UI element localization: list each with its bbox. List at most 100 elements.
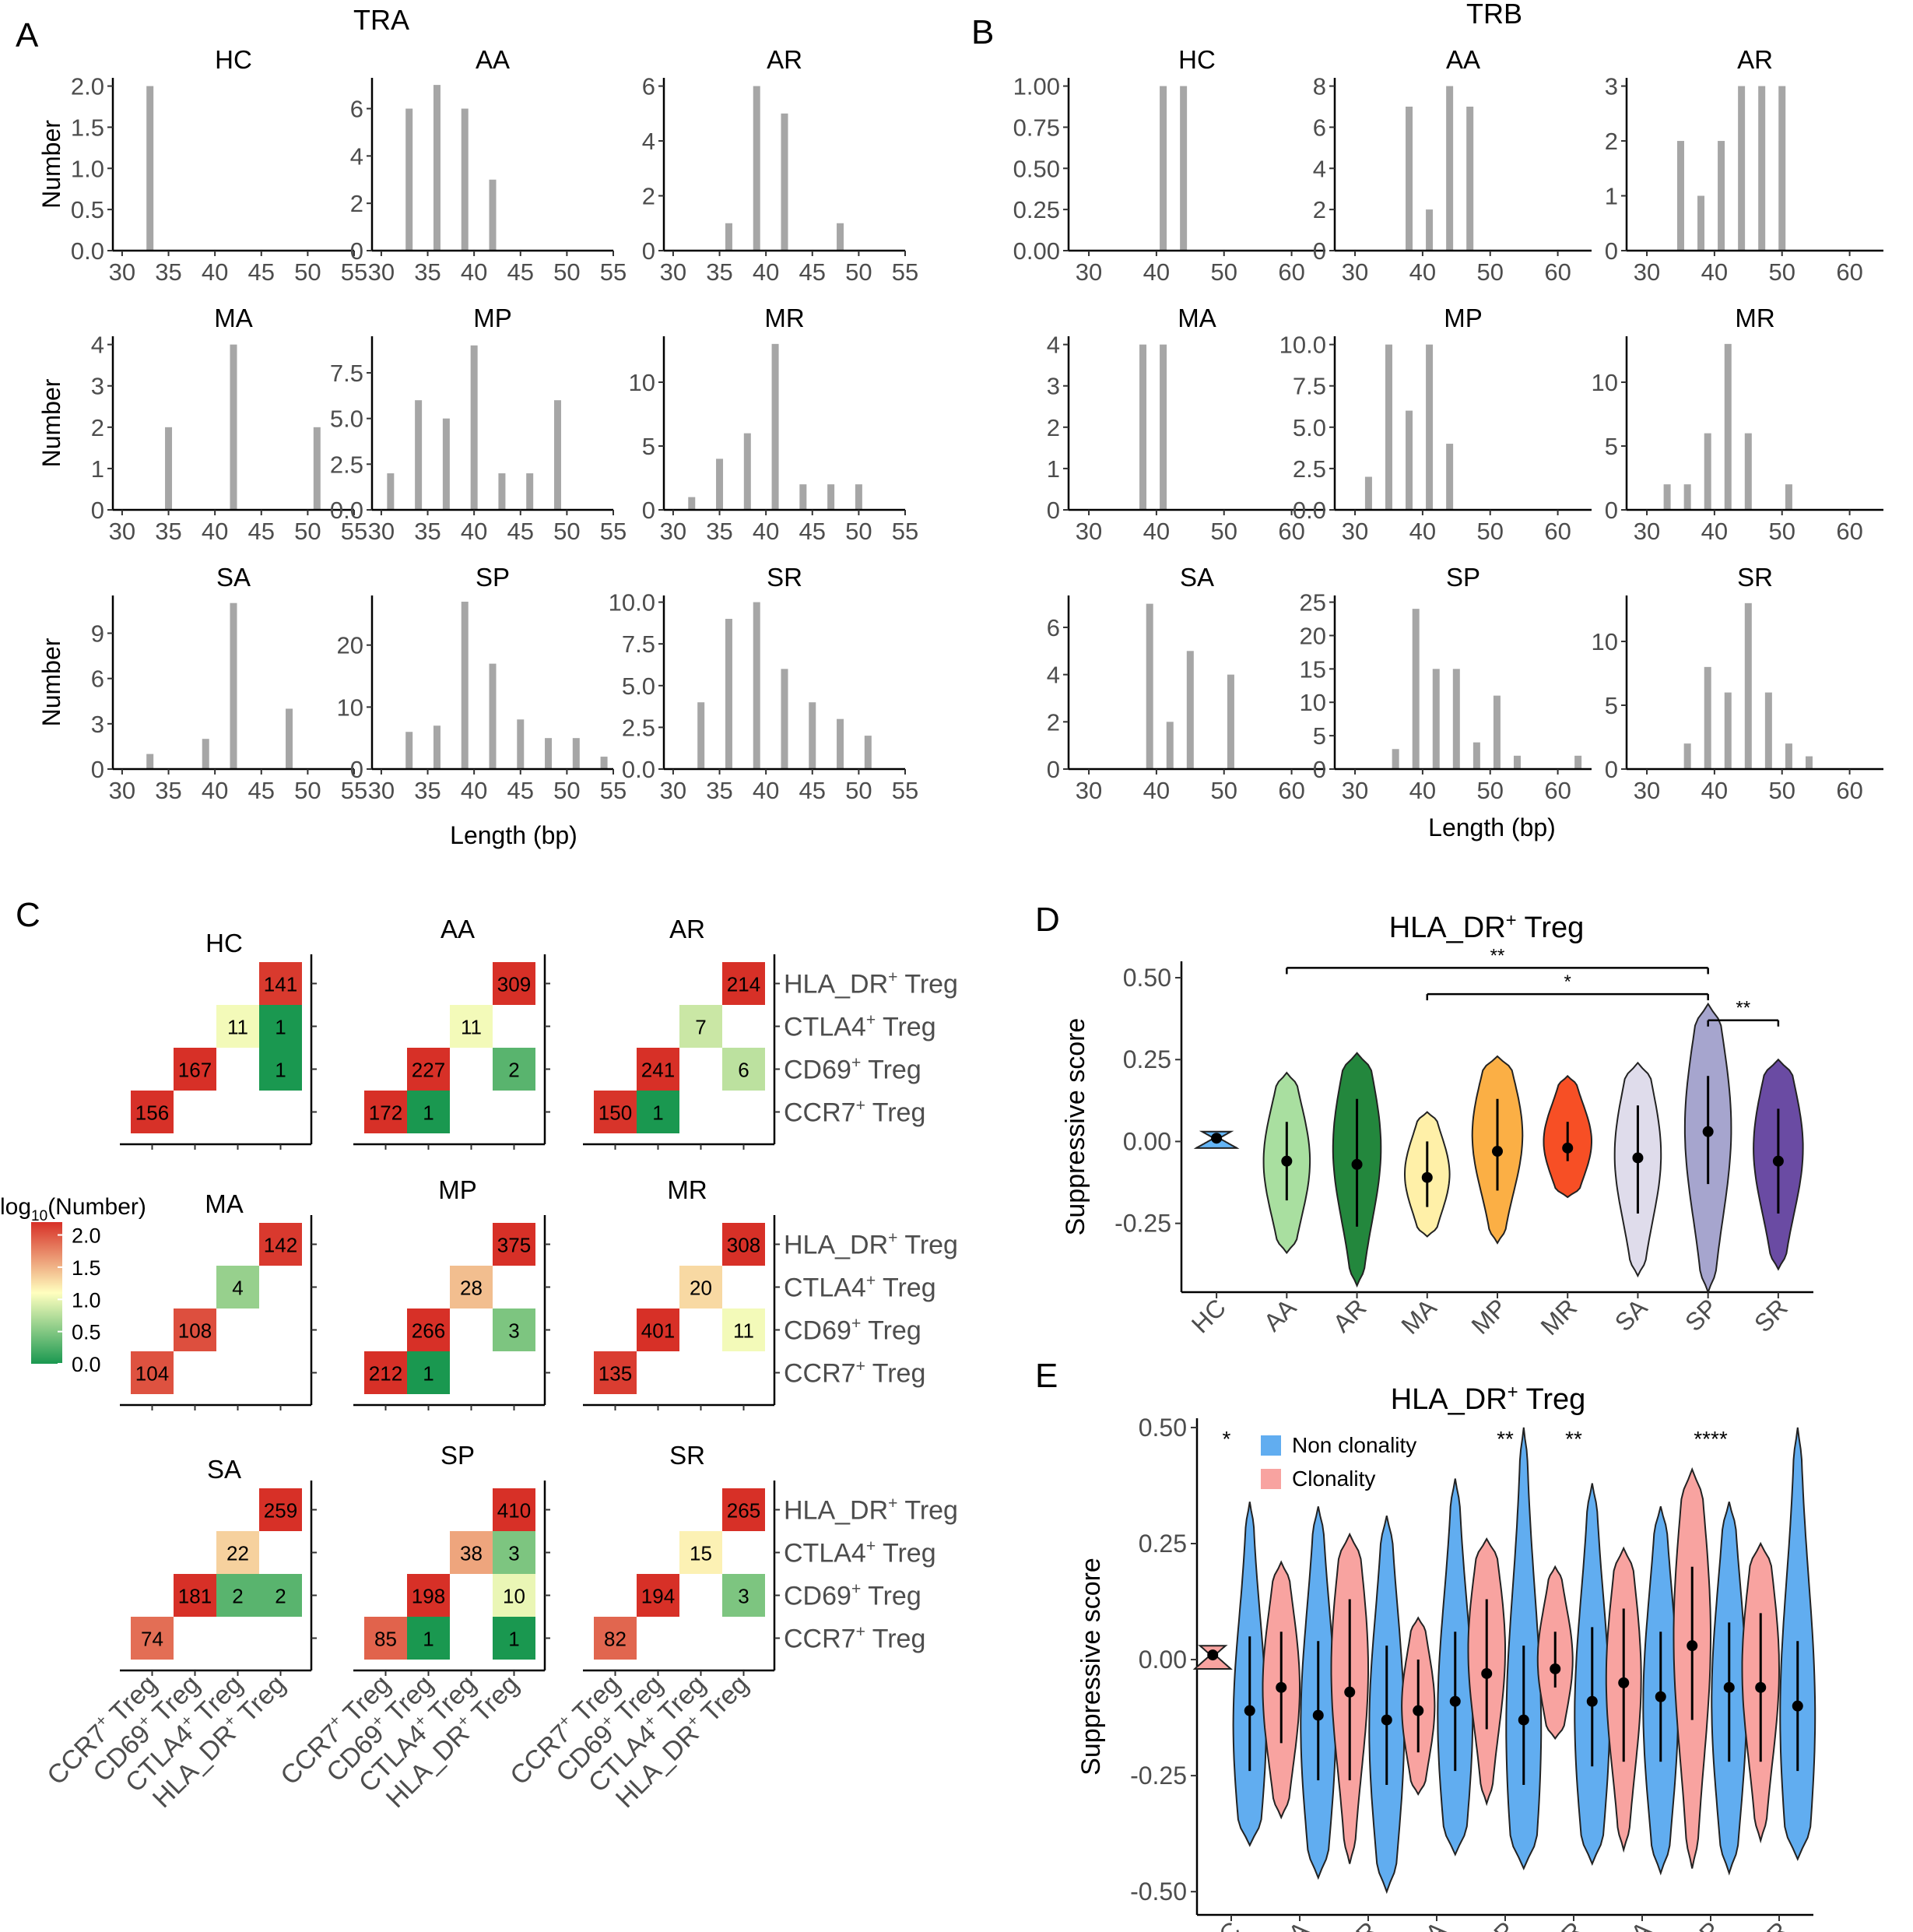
y-tick-label: 2.0 (71, 73, 104, 100)
violin-mean-point (1492, 1146, 1503, 1157)
y-tick-label: 10.0 (609, 589, 655, 616)
y-tick-label: 0.00 (1013, 237, 1060, 265)
heat-cell-value: 135 (598, 1362, 632, 1386)
heat-cell (174, 1574, 216, 1617)
x-tick-label: 40 (753, 777, 779, 804)
y-tick-label: 5 (1313, 722, 1326, 750)
x-tick-label: 35 (414, 777, 441, 804)
facet-SR: SR 0 5 10 30 40 50 60 (1592, 563, 1883, 804)
bar (1683, 484, 1691, 510)
y-tick-label: 2 (642, 183, 655, 210)
x-tick-label: 40 (461, 518, 487, 545)
x-tick-label: 45 (248, 777, 275, 804)
y-tick-label: -0.25 (1130, 1762, 1187, 1790)
heat-cell-value: 198 (412, 1585, 445, 1608)
panel-label: D (1035, 901, 1060, 939)
facet-title: MA (214, 304, 253, 332)
heat-cell-value: 38 (460, 1542, 483, 1565)
facet-SP: SP 0 10 20 30 35 40 45 50 55 (337, 563, 627, 804)
facet-MA: MA 0 1 2 3 4 30 35 40 45 50 55 Number (37, 304, 367, 545)
y-tick-label: 0.0 (622, 756, 655, 783)
significance-label: ** (1736, 998, 1750, 1019)
x-tick-label: SP (1680, 1293, 1723, 1337)
y-tick-label: 0.50 (1013, 155, 1060, 182)
heat-cell (493, 1617, 535, 1660)
x-tick-label: 55 (892, 777, 918, 804)
heat-cell (637, 1091, 679, 1133)
heat-cell-value: 181 (178, 1585, 212, 1608)
x-tick-label: 55 (892, 258, 918, 286)
y-axis-label: Number (37, 120, 65, 209)
y-tick-label: 4 (642, 128, 655, 155)
heat-cell-value: 108 (178, 1319, 212, 1343)
heat-cell-value: 6 (738, 1059, 749, 1082)
bar (1683, 743, 1691, 769)
bar (387, 473, 395, 510)
heat-cell-value: 167 (178, 1059, 212, 1082)
x-tick-label: 50 (553, 518, 580, 545)
bar (725, 223, 732, 251)
heat-cell (493, 1308, 535, 1351)
y-tick-label: 10 (1300, 689, 1326, 716)
x-tick-label: 55 (341, 518, 367, 545)
violin-mean-point (1562, 1142, 1574, 1154)
bar (1166, 722, 1174, 769)
x-tick-label: 30 (1342, 777, 1368, 804)
x-tick-label: 40 (1409, 518, 1436, 545)
bar (1574, 755, 1582, 769)
y-tick-label: -0.50 (1130, 1878, 1187, 1906)
violin-mean-point (1281, 1155, 1293, 1167)
bar (146, 86, 154, 251)
bar (1426, 344, 1434, 510)
bar (202, 739, 209, 769)
x-tick-label: SA (1609, 1293, 1653, 1337)
heat-cell-value: 241 (641, 1059, 675, 1082)
bar (489, 663, 497, 769)
x-tick-label: 30 (109, 777, 135, 804)
violin-mean-point (1276, 1681, 1287, 1693)
y-tick-label: 0.50 (1123, 964, 1171, 992)
y-tick-label: 0.25 (1013, 196, 1060, 223)
y-tick-label: 6 (91, 666, 104, 693)
violin-mean-point (1723, 1681, 1735, 1693)
x-tick-label: 40 (202, 777, 228, 804)
facet-title: SP (1446, 563, 1480, 592)
heatmap-AR: AR 150 1 241 7 214 6 HLA_DR+ Treg CTLA4+ Treg CD6… (583, 915, 958, 1150)
bar (489, 179, 497, 251)
heat-cell (637, 1574, 679, 1617)
violin-mean-point (1632, 1152, 1644, 1164)
violin-mean-point (1344, 1686, 1356, 1698)
facet-MP: MP 0.0 2.5 5.0 7.5 10.0 30 40 50 60 (1279, 304, 1592, 545)
significance-label: **** (1694, 1427, 1728, 1451)
x-tick-label: 40 (753, 258, 779, 286)
bar (1663, 484, 1671, 510)
panel-label: E (1035, 1357, 1058, 1395)
y-tick-label: 5 (642, 433, 655, 460)
y-tick-label: 10 (1592, 628, 1618, 655)
y-tick-label: 7.5 (1293, 373, 1326, 400)
heat-cell (131, 1091, 174, 1133)
x-tick-label: 50 (553, 258, 580, 286)
heatmap-title: SP (441, 1441, 475, 1470)
facet-SA: SA 0 3 6 9 30 35 40 45 50 55 Number (37, 563, 367, 804)
heat-cell-value: 265 (727, 1499, 760, 1523)
x-tick-label: 40 (1409, 777, 1436, 804)
x-tick-label: 35 (414, 518, 441, 545)
bar (1180, 86, 1188, 251)
heat-row-label: HLA_DR+ Treg (784, 1229, 958, 1260)
bar (461, 108, 469, 251)
x-tick-label: SP (1682, 1916, 1725, 1932)
bar (545, 738, 553, 769)
facet-SP: SP 0 5 10 15 20 25 30 40 50 60 (1300, 563, 1592, 804)
x-tick-label: MR (1536, 1293, 1583, 1340)
x-tick-label: 50 (553, 777, 580, 804)
facet-MR: MR 0 5 10 30 40 50 60 (1592, 304, 1883, 545)
bar (864, 736, 872, 769)
x-tick-label: MP (1474, 1916, 1520, 1932)
x-tick-label: 50 (1476, 258, 1503, 286)
x-tick-label: AR (1339, 1916, 1383, 1932)
y-tick-label: 3 (1605, 73, 1618, 100)
x-tick-label: MA (1406, 1916, 1452, 1932)
facet-title: HC (215, 45, 252, 74)
